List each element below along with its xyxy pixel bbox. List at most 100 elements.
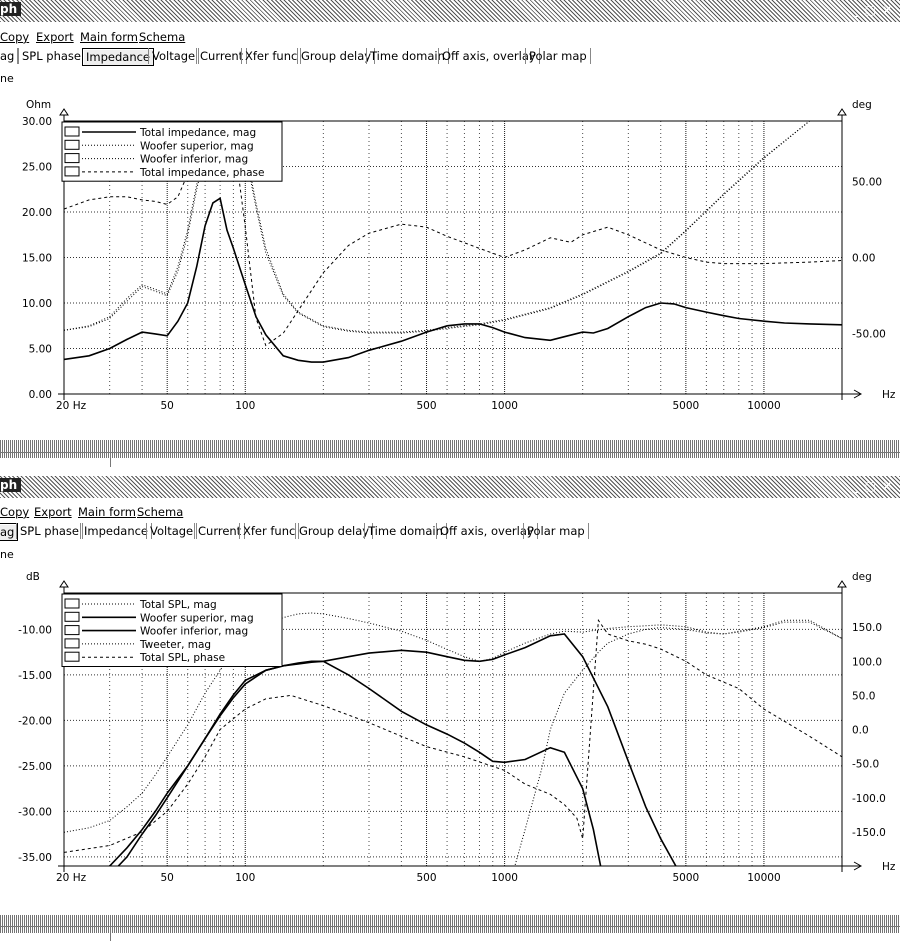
tab-spl-phase-2[interactable]: SPL phase xyxy=(16,523,83,539)
y-axis-arrow xyxy=(59,580,69,588)
x-tick-label: 20 Hz xyxy=(56,872,87,884)
tab-off-axis-overlay[interactable]: Off axis, overlay xyxy=(438,48,540,64)
x-tick-label: 10000 xyxy=(747,872,780,884)
x-axis-label: Hz xyxy=(882,389,896,401)
tab-xfer-func-2[interactable]: Xfer func xyxy=(239,523,300,539)
menu-schema[interactable]: Schema xyxy=(139,30,186,44)
legend-label: Woofer inferior, mag xyxy=(140,626,248,638)
menubar-top: Copy Export Main form Schema xyxy=(0,26,900,46)
legend-swatch xyxy=(64,166,80,177)
y2-tick-label: -50.0 xyxy=(852,759,879,771)
y-tick-label: -15.00 xyxy=(18,670,52,682)
subline-top: ne xyxy=(0,72,14,85)
y-tick-label: 5.00 xyxy=(29,344,52,356)
tab-voltage-2[interactable]: Voltage xyxy=(146,523,198,539)
menu-copy-2[interactable]: Copy xyxy=(0,505,30,519)
tab-mag-2[interactable]: ag xyxy=(0,523,19,541)
tab-time-domain[interactable]: Time domain xyxy=(366,48,449,64)
tab-voltage[interactable]: Voltage xyxy=(148,48,200,64)
y2-tick-label: -50.00 xyxy=(852,328,886,340)
statusbar-panel-bottom xyxy=(0,926,900,941)
tab-impedance[interactable]: Impedance xyxy=(82,48,155,66)
y2-tick-label: 0.00 xyxy=(852,253,875,265)
x-axis-label: Hz xyxy=(882,861,896,873)
x-tick-label: 500 xyxy=(417,872,437,884)
x-tick-label: 50 xyxy=(161,400,174,412)
y-tick-label: -25.00 xyxy=(18,761,52,773)
tabbar-top: ag SPL phase Impedance Voltage Current X… xyxy=(0,46,900,68)
tab-spl-phase[interactable]: SPL phase xyxy=(18,48,85,64)
y2-tick-label: 150.0 xyxy=(852,622,882,634)
y2-tick-label: -100.0 xyxy=(852,793,886,805)
y-axis-label: dB xyxy=(26,571,40,583)
menubar-bottom: Copy Export Main form Schema xyxy=(0,501,900,521)
series-line-tweeter-mag xyxy=(514,621,842,866)
statusbar-top xyxy=(0,440,900,458)
legend-label: Woofer inferior, mag xyxy=(140,154,248,166)
y2-tick-label: 50.00 xyxy=(852,177,882,189)
window-controls-top[interactable]: _□× xyxy=(852,3,898,17)
series-line-total-impedance-mag xyxy=(64,197,842,363)
x-tick-label: 1000 xyxy=(491,872,518,884)
tab-impedance-2[interactable]: Impedance xyxy=(80,523,153,539)
tab-current[interactable]: Current xyxy=(196,48,248,64)
y-tick-label: -35.00 xyxy=(18,852,52,864)
legend-swatch xyxy=(64,611,80,622)
y2-tick-label: 100.0 xyxy=(852,656,882,668)
y2-tick-label: -150.0 xyxy=(852,827,886,839)
y2-tick-label: 0.0 xyxy=(852,725,869,737)
y-tick-label: -20.00 xyxy=(18,715,52,727)
legend-swatch xyxy=(64,651,80,662)
x-tick-label: 100 xyxy=(235,872,255,884)
tab-xfer-func[interactable]: Xfer func xyxy=(241,48,302,64)
menu-export-2[interactable]: Export xyxy=(34,505,72,519)
y2-axis-label: deg xyxy=(852,571,872,583)
tab-polar-map-2[interactable]: Polar map xyxy=(523,523,589,539)
y-tick-label: 0.00 xyxy=(29,389,52,401)
legend-label: Total impedance, phase xyxy=(139,167,264,179)
tab-off-axis-overlay-2[interactable]: Off axis, overlay xyxy=(436,523,538,539)
spl-chart: -10.00 -15.00 -20.00 -25.00 -30.00 -35.00 150.… xyxy=(18,571,896,884)
y-axis-arrow xyxy=(59,108,69,116)
series-group xyxy=(64,121,842,363)
tab-time-domain-2[interactable]: Time domain xyxy=(364,523,447,539)
menu-export[interactable]: Export xyxy=(36,30,74,44)
window-controls-bottom[interactable]: _□× xyxy=(852,479,898,493)
series-line-total-impedance-phase xyxy=(64,121,842,347)
tab-polar-map[interactable]: Polar map xyxy=(525,48,591,64)
x-tick-label: 20 Hz xyxy=(56,400,87,412)
title-bar-bottom: ph _□× xyxy=(0,476,900,498)
x-tick-label: 5000 xyxy=(672,872,699,884)
legend-label: Tweeter, mag xyxy=(139,639,211,651)
tab-current-2[interactable]: Current xyxy=(194,523,246,539)
menu-main-form-2[interactable]: Main form xyxy=(78,505,136,519)
y-tick-label: 30.00 xyxy=(22,116,52,128)
x-tick-label: 50 xyxy=(161,872,174,884)
y-tick-label: 10.00 xyxy=(22,298,52,310)
statusbar-bottom xyxy=(0,915,900,933)
window-title-top: ph xyxy=(0,2,22,16)
tab-group-delay-2[interactable]: Group delay xyxy=(295,523,374,539)
menu-schema-2[interactable]: Schema xyxy=(137,505,184,519)
legend-swatch xyxy=(64,598,80,609)
impedance-chart: 30.00 25.00 20.00 15.00 10.00 5.00 0.00 50.00 0.… xyxy=(22,99,896,412)
y2-axis-arrow xyxy=(837,580,847,588)
y-axis-label: Ohm xyxy=(26,99,51,111)
x-tick-label: 10000 xyxy=(747,400,780,412)
y-tick-label: 25.00 xyxy=(22,162,52,174)
legend-label: Total SPL, mag xyxy=(139,599,217,611)
menu-copy[interactable]: Copy xyxy=(0,30,30,44)
legend-swatch xyxy=(64,139,80,150)
menu-main-form[interactable]: Main form xyxy=(80,30,138,44)
series-line-woofer-inferior-mag xyxy=(64,121,842,334)
x-tick-label: 100 xyxy=(235,400,255,412)
legend-label: Woofer superior, mag xyxy=(140,140,254,152)
tab-mag[interactable]: ag xyxy=(0,48,19,64)
series-line-woofer-superior-mag xyxy=(108,633,677,866)
y-tick-label: -30.00 xyxy=(18,806,52,818)
legend-swatch xyxy=(64,126,80,137)
x-axis-arrow xyxy=(853,389,863,399)
tab-group-delay[interactable]: Group delay xyxy=(297,48,376,64)
x-tick-label: 500 xyxy=(417,400,437,412)
